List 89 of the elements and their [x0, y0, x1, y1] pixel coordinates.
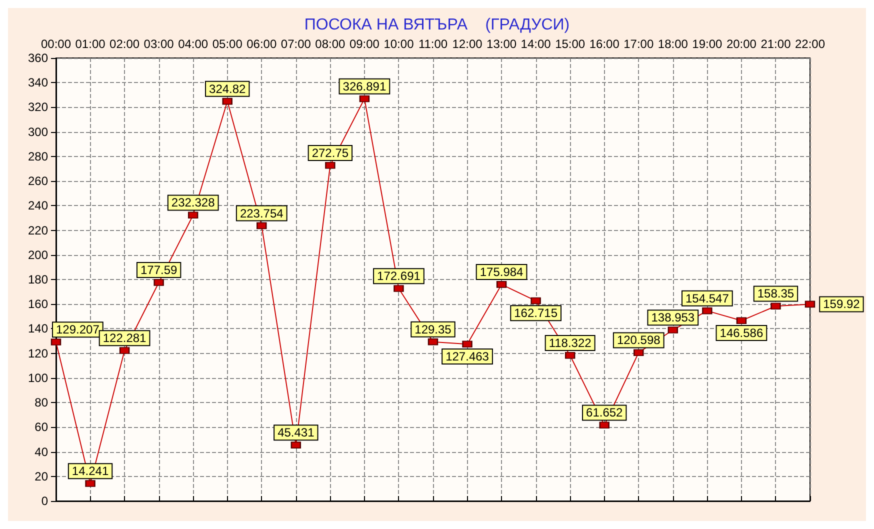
x-tick-label: 13:00 — [486, 37, 517, 51]
point — [154, 278, 164, 286]
data-label: 177.59 — [140, 263, 178, 278]
x-tick-label: 05:00 — [212, 37, 243, 51]
point — [462, 340, 472, 348]
data-label: 272.75 — [312, 146, 349, 160]
x-tick-label: 08:00 — [315, 37, 346, 51]
y-tick-label: 80 — [34, 396, 48, 410]
chart-title: ПОСОКА НА ВЯТЪРА (ГРАДУСИ) — [304, 16, 570, 34]
x-tick-label: 16:00 — [589, 37, 620, 51]
x-tick-label: 17:00 — [624, 37, 654, 51]
data-label: 159.92 — [823, 297, 860, 312]
data-label: 162.715 — [514, 306, 558, 320]
y-tick-label: 160 — [28, 297, 48, 312]
x-tick-label: 21:00 — [760, 37, 792, 51]
y-tick-label: 200 — [28, 248, 48, 262]
point — [188, 212, 198, 219]
y-tick-label: 60 — [34, 420, 48, 434]
data-label: 127.463 — [446, 350, 490, 364]
point — [256, 222, 267, 230]
data-label: 45.431 — [278, 426, 315, 440]
x-tick-label: 10:00 — [384, 37, 414, 51]
data-label: 129.35 — [414, 322, 452, 336]
y-tick-label: 280 — [28, 149, 48, 164]
x-tick-label: 07:00 — [280, 37, 312, 51]
point — [805, 300, 815, 308]
point — [496, 280, 507, 288]
x-tick-label: 06:00 — [246, 37, 277, 51]
point — [222, 98, 232, 105]
y-tick-label: 300 — [28, 124, 48, 139]
point — [51, 338, 61, 346]
y-tick-label: 120 — [28, 346, 48, 360]
data-label: 232.328 — [171, 196, 216, 210]
data-label: 154.547 — [685, 291, 730, 306]
point — [290, 442, 301, 449]
data-label: 175.984 — [480, 265, 524, 280]
x-tick-label: 00:00 — [40, 37, 72, 51]
data-label: 326.891 — [342, 79, 386, 94]
y-tick-label: 220 — [28, 223, 48, 238]
data-label: 129.207 — [56, 322, 100, 337]
data-label: 120.598 — [616, 333, 661, 348]
y-tick-label: 140 — [28, 322, 48, 336]
y-tick-label: 240 — [28, 198, 48, 213]
point — [668, 326, 678, 334]
x-tick-label: 12:00 — [452, 37, 483, 51]
x-tick-label: 11:00 — [418, 37, 448, 51]
x-tick-label: 14:00 — [520, 37, 552, 51]
y-tick-label: 0 — [41, 494, 48, 508]
x-tick-label: 20:00 — [726, 37, 757, 51]
data-label: 122.281 — [102, 331, 147, 346]
point — [702, 307, 712, 314]
x-tick-label: 18:00 — [658, 37, 688, 51]
data-label: 158.35 — [757, 286, 794, 301]
point — [736, 317, 746, 324]
point — [120, 347, 130, 354]
data-label: 172.691 — [377, 269, 421, 284]
point — [359, 95, 370, 102]
point — [634, 349, 644, 356]
data-label: 61.652 — [586, 406, 624, 420]
point — [599, 422, 610, 429]
y-tick-label: 180 — [28, 272, 48, 286]
point — [530, 297, 541, 304]
point — [770, 302, 781, 310]
data-label: 118.322 — [548, 336, 592, 350]
point — [325, 162, 336, 169]
x-tick-label: 09:00 — [349, 37, 380, 51]
point — [428, 338, 438, 346]
point — [85, 480, 96, 487]
x-tick-label: 04:00 — [178, 37, 208, 51]
y-tick-label: 20 — [34, 469, 48, 484]
data-label: 146.586 — [720, 326, 764, 340]
y-tick-label: 100 — [28, 370, 48, 385]
x-tick-label: 01:00 — [75, 37, 106, 51]
y-tick-label: 320 — [28, 100, 48, 114]
point — [394, 284, 404, 292]
x-tick-label: 02:00 — [110, 37, 140, 51]
y-tick-label: 260 — [28, 174, 48, 188]
x-tick-label: 22:00 — [794, 37, 826, 51]
x-tick-label: 19:00 — [692, 37, 723, 51]
y-tick-label: 360 — [28, 51, 48, 65]
data-label: 223.754 — [240, 206, 284, 220]
y-tick-label: 40 — [34, 444, 48, 459]
data-label: 324.82 — [209, 82, 246, 96]
y-tick-label: 340 — [28, 76, 48, 90]
x-tick-label: 15:00 — [555, 37, 586, 51]
point — [565, 352, 576, 359]
data-label: 138.953 — [651, 310, 695, 325]
x-tick-label: 03:00 — [144, 37, 174, 51]
data-label: 14.241 — [72, 464, 109, 478]
